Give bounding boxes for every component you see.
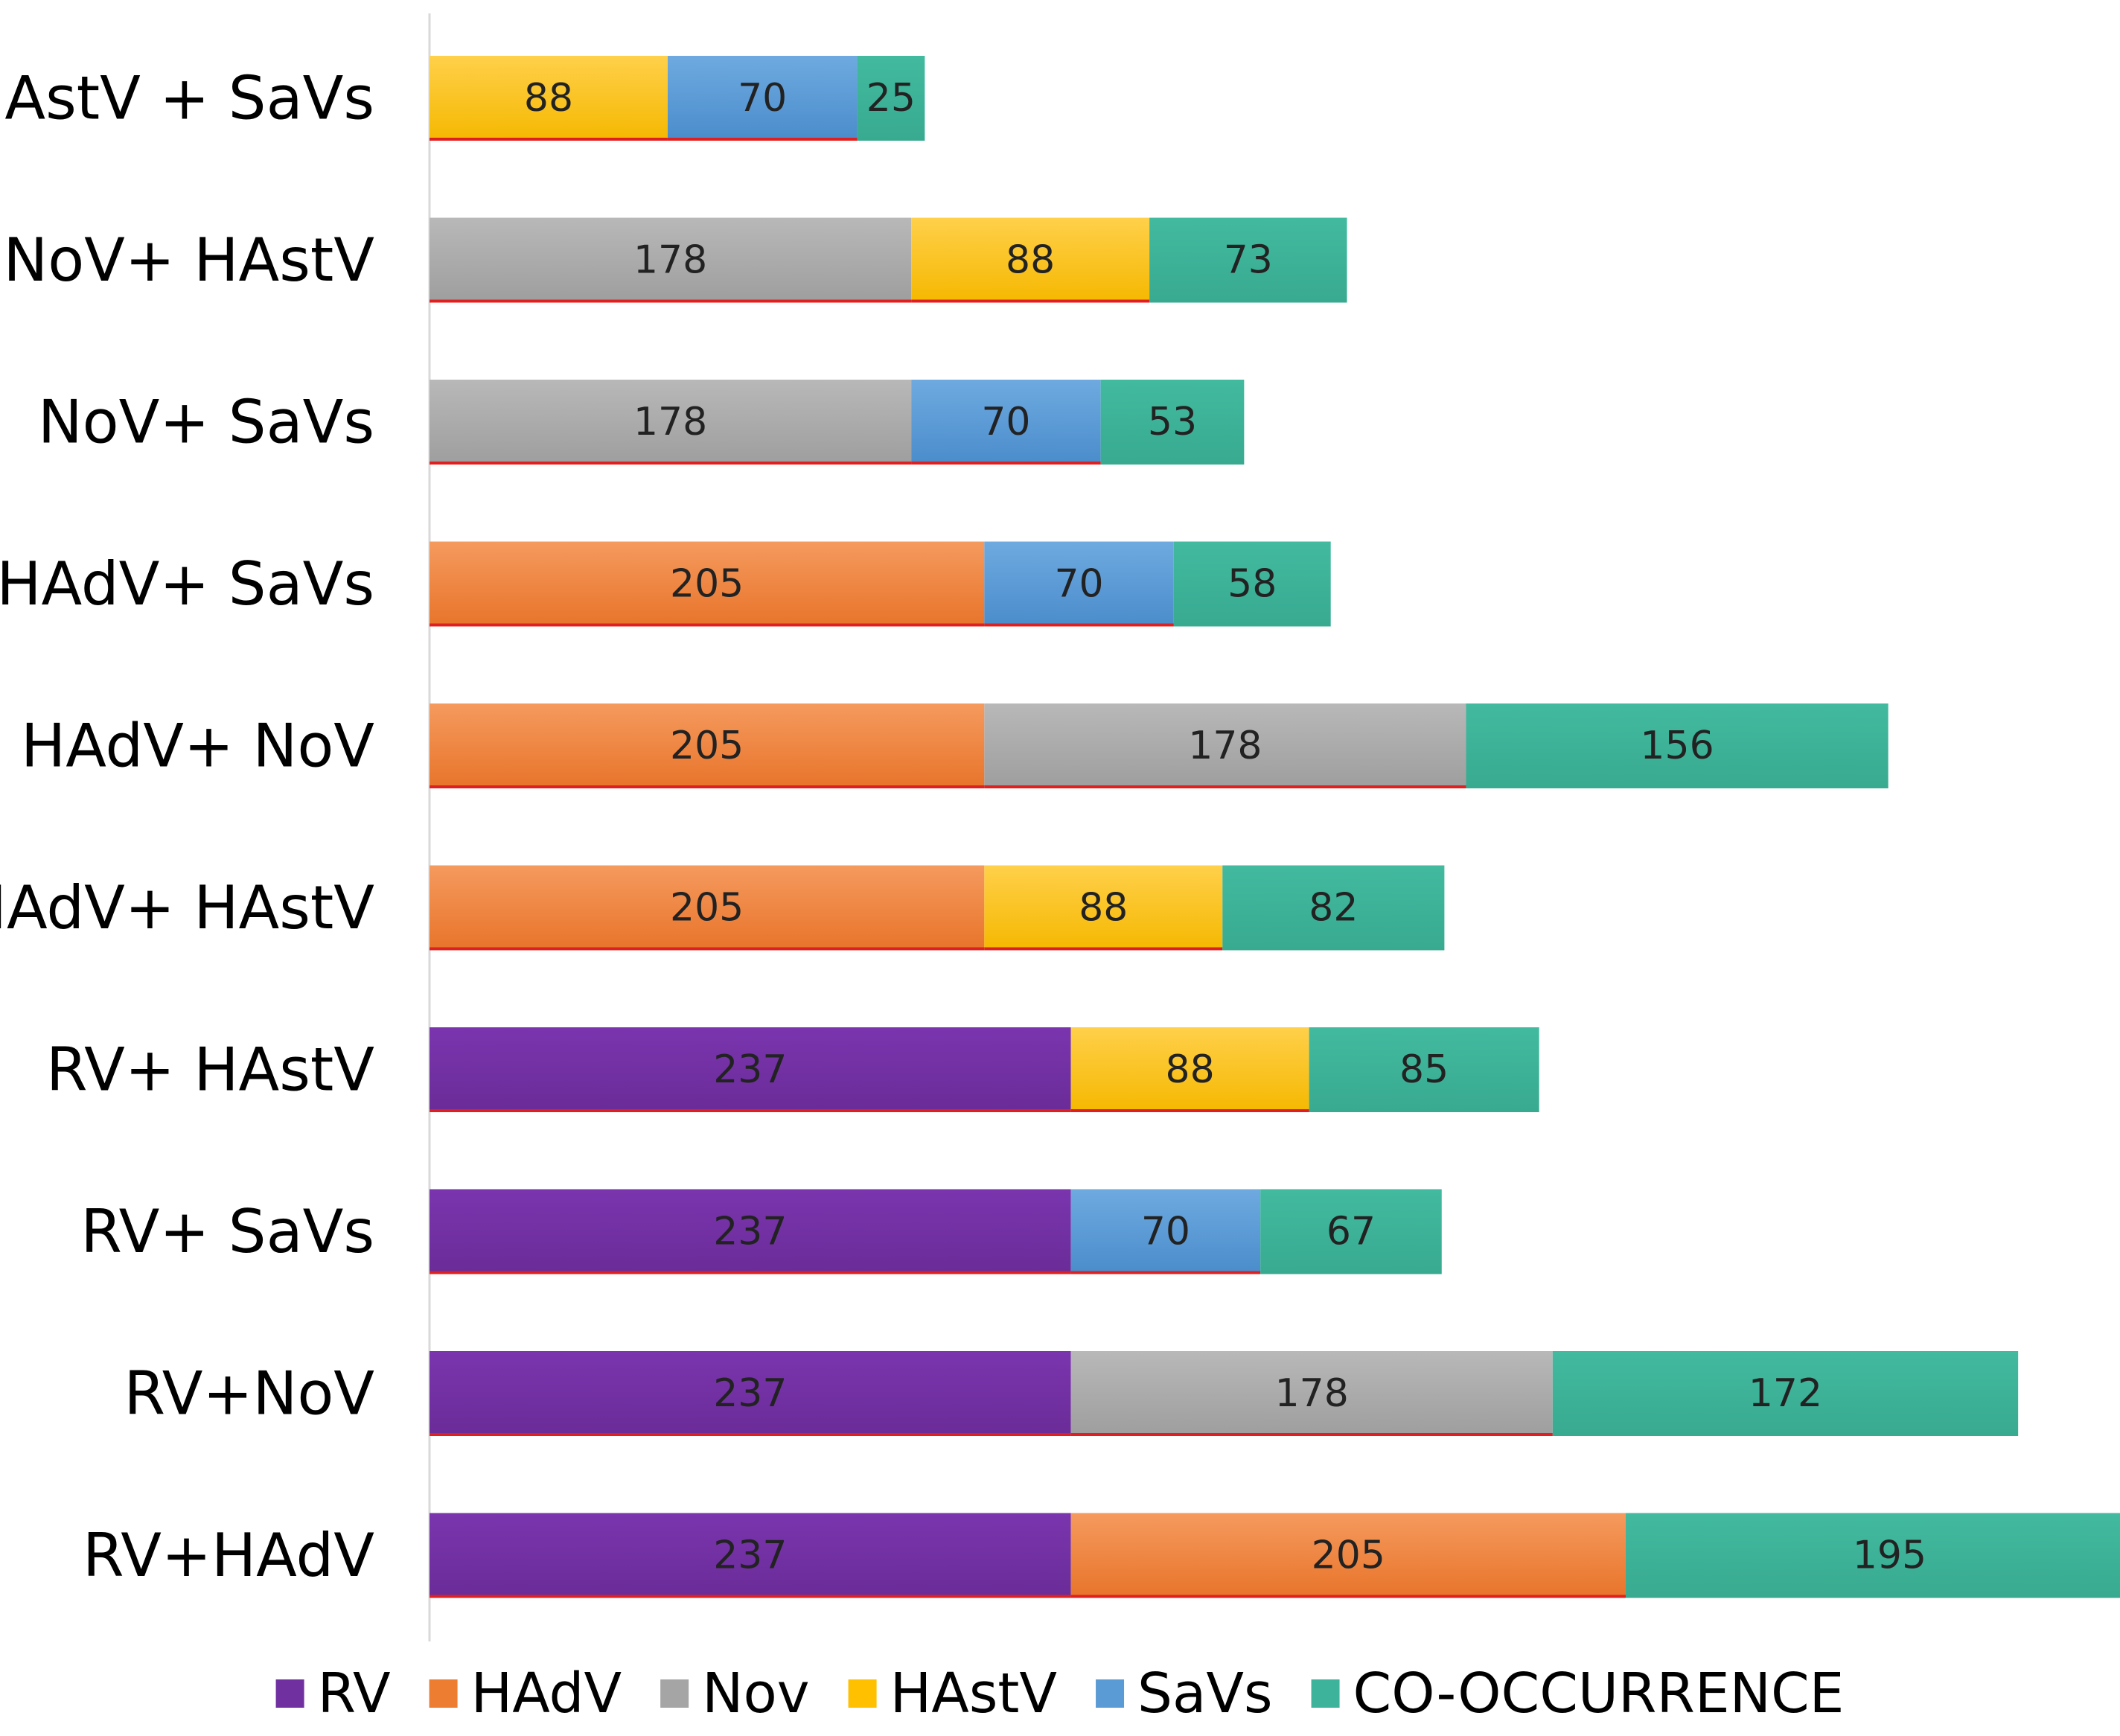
value-label-hadv-savs-co-occurrence: 58 (1227, 562, 1277, 607)
legend-swatch-rv (275, 1679, 304, 1708)
bar-hadv-savs-co-occurrence (1173, 541, 1331, 627)
bar-rv-savs-savs (1070, 1189, 1261, 1274)
bar-rv-nov-co-occurrence (1552, 1351, 2019, 1436)
bar-nov-hastv-co-occurrence (1149, 217, 1347, 303)
bar-nov-savs-co-occurrence (1100, 380, 1245, 465)
value-label-rv-savs-savs: 70 (1141, 1210, 1190, 1254)
value-label-rv-hastv-rv: 237 (713, 1047, 787, 1092)
value-label-rv-nov-nov: 178 (1275, 1371, 1349, 1416)
bars-group: 88 70 25 178 88 73 178 70 53 205 70 58 205 178 156 205 8… (430, 56, 2120, 1598)
value-label-rv-nov-rv: 237 (713, 1371, 787, 1416)
category-label-nov-savs: NoV+ SaVs (38, 388, 374, 457)
legend-item-savs: SaVs (1096, 1662, 1273, 1726)
bar-hadv-nov-co-occurrence (1466, 703, 1888, 788)
value-label-hadv-savs-savs: 70 (1054, 562, 1103, 607)
legend-item-hastv: HAstV (848, 1662, 1058, 1726)
category-label-rv-hastv: RV+ HAstV (46, 1035, 374, 1105)
legend-label-rv: RV (318, 1662, 391, 1726)
bar-hastv-savs-savs (667, 56, 858, 141)
value-label-hadv-nov-hadv: 205 (670, 724, 744, 768)
bar-nov-hastv-hastv (911, 217, 1150, 303)
value-label-rv-nov-co-occurrence: 172 (1749, 1371, 1822, 1416)
legend-item-co-occurrence: CO-OCCURRENCE (1311, 1662, 1845, 1726)
category-label-hadv-nov: HAdV+ NoV (21, 712, 374, 781)
value-label-rv-hadv-co-occurrence: 195 (1853, 1534, 1926, 1578)
value-label-nov-hastv-nov: 178 (633, 238, 707, 283)
value-label-hastv-savs-co-occurrence: 25 (866, 76, 916, 121)
value-label-nov-hastv-hastv: 88 (1006, 238, 1055, 283)
value-label-rv-hadv-hadv: 205 (1312, 1534, 1385, 1578)
bar-rv-savs-co-occurrence (1260, 1189, 1442, 1274)
value-label-hadv-hastv-co-occurrence: 82 (1309, 886, 1358, 931)
category-label-nov-hastv: NoV+ HAstV (3, 226, 374, 295)
bar-rv-hastv-hastv (1070, 1027, 1309, 1112)
bar-rv-hadv-hadv (1070, 1513, 1626, 1598)
legend-swatch-savs (1096, 1679, 1125, 1708)
bar-hastv-savs-hastv (430, 56, 668, 141)
value-label-hadv-hastv-hastv: 88 (1079, 886, 1128, 931)
value-label-hastv-savs-savs: 70 (738, 76, 787, 121)
legend-swatch-hastv (848, 1679, 877, 1708)
legend-swatch-nov (660, 1679, 689, 1708)
value-label-hastv-savs-hastv: 88 (524, 76, 573, 121)
value-label-rv-hastv-hastv: 88 (1166, 1047, 1215, 1092)
legend-item-rv: RV (275, 1662, 391, 1726)
value-label-hadv-hastv-hadv: 205 (670, 886, 744, 931)
bar-hastv-savs-co-occurrence (857, 56, 925, 141)
category-label-rv-savs: RV+ SaVs (80, 1197, 374, 1266)
legend-label-nov: Nov (702, 1662, 809, 1726)
category-label-rv-hadv: RV+HAdV (83, 1521, 374, 1590)
category-label-hadv-savs: HAdV+ SaVs (0, 549, 374, 619)
bar-rv-hadv-co-occurrence (1625, 1513, 2120, 1598)
value-label-rv-hadv-rv: 237 (713, 1534, 787, 1578)
value-label-rv-hastv-co-occurrence: 85 (1399, 1047, 1449, 1092)
bar-hadv-hastv-hastv (984, 865, 1223, 951)
bar-nov-savs-savs (911, 380, 1101, 465)
bar-hadv-savs-hadv (430, 541, 985, 627)
value-label-nov-savs-nov: 178 (633, 400, 707, 444)
bar-hadv-hastv-hadv (430, 865, 985, 951)
value-label-hadv-savs-hadv: 205 (670, 562, 744, 607)
category-label-hadv-hastv: HAdV+ HAstV (0, 873, 374, 942)
bar-hadv-nov-hadv (430, 703, 985, 788)
legend-swatch-co-occurrence (1311, 1679, 1340, 1708)
bar-nov-savs-nov (430, 380, 912, 465)
legend-item-hadv: HAdV (429, 1662, 622, 1726)
value-label-rv-savs-rv: 237 (713, 1210, 787, 1254)
bar-rv-nov-rv (430, 1351, 1071, 1436)
bar-rv-savs-rv (430, 1189, 1071, 1274)
legend: RV HAdV Nov HAstV SaVs CO-OCCURRENCE (275, 1662, 1845, 1726)
bar-hadv-nov-nov (984, 703, 1466, 788)
legend-swatch-hadv (429, 1679, 458, 1708)
value-label-hadv-nov-nov: 178 (1188, 724, 1262, 768)
value-label-nov-savs-savs: 70 (981, 400, 1030, 444)
legend-label-savs: SaVs (1137, 1662, 1273, 1726)
value-label-nov-savs-co-occurrence: 53 (1148, 400, 1197, 444)
category-label-rv-nov: RV+NoV (124, 1359, 375, 1429)
legend-item-nov: Nov (660, 1662, 810, 1726)
bar-rv-hastv-rv (430, 1027, 1071, 1112)
value-label-hadv-nov-co-occurrence: 156 (1640, 724, 1714, 768)
bar-nov-hastv-nov (430, 217, 912, 303)
value-label-rv-savs-co-occurrence: 67 (1326, 1210, 1376, 1254)
bar-rv-hadv-rv (430, 1513, 1071, 1598)
legend-label-hastv: HAstV (890, 1662, 1058, 1726)
bar-hadv-hastv-co-occurrence (1222, 865, 1445, 951)
bar-rv-hastv-co-occurrence (1309, 1027, 1539, 1112)
legend-label-co-occurrence: CO-OCCURRENCE (1353, 1662, 1845, 1726)
category-labels: HAstV + SaVs NoV+ HAstV NoV+ SaVs HAdV+ SaV… (0, 64, 374, 1591)
bar-hadv-savs-savs (984, 541, 1174, 627)
legend-label-hadv: HAdV (471, 1662, 622, 1726)
category-label-hastv-savs: HAstV + SaVs (0, 64, 374, 133)
value-label-nov-hastv-co-occurrence: 73 (1224, 238, 1273, 283)
bar-rv-nov-nov (1070, 1351, 1553, 1436)
